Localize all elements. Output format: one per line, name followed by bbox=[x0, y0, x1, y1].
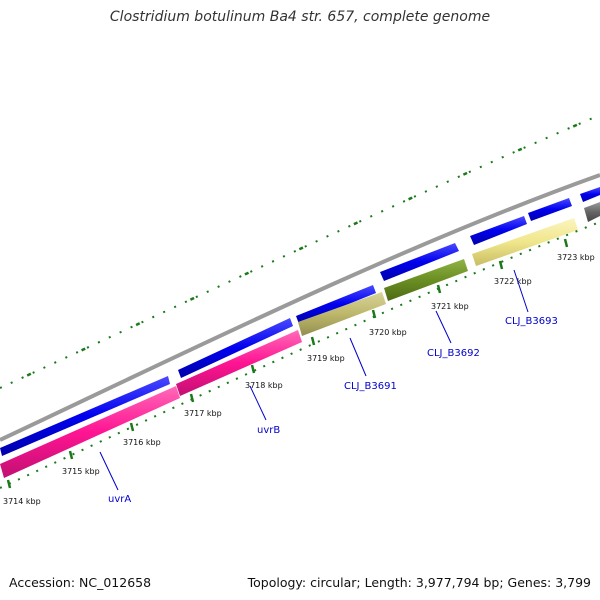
inner-tick-ring bbox=[0, 221, 600, 489]
outer-tick-ring bbox=[0, 113, 600, 390]
tick-label-3719: 3719 kbp bbox=[307, 354, 345, 363]
gene-arrow-4 bbox=[380, 243, 459, 281]
gene-bar-uvrA bbox=[0, 386, 180, 478]
tick-label-3717: 3717 kbp bbox=[184, 409, 222, 418]
gene-bar-CLJ_B3693 bbox=[472, 218, 578, 266]
major-tick-3721 bbox=[436, 284, 442, 294]
major-tick-3720 bbox=[371, 309, 377, 319]
colored-gene-track bbox=[0, 202, 600, 478]
forward-gene-track bbox=[0, 187, 600, 456]
tick-labels: 3714 kbp 3715 kbp 3716 kbp 3717 kbp 3718… bbox=[3, 253, 595, 506]
leader-uvrA bbox=[99, 451, 119, 491]
leader-uvrB bbox=[249, 385, 267, 421]
genome-summary-text: Topology: circular; Length: 3,977,794 bp… bbox=[247, 575, 591, 590]
major-tick-3717 bbox=[189, 393, 195, 403]
gene-bar-CLJ_B3691 bbox=[298, 292, 386, 336]
gene-label-CLJ_B3693[interactable]: CLJ_B3693 bbox=[505, 316, 558, 327]
tick-label-3715: 3715 kbp bbox=[62, 467, 100, 476]
tick-label-3723: 3723 kbp bbox=[557, 253, 595, 262]
genome-title: Clostridium botulinum Ba4 str. 657, comp… bbox=[109, 9, 491, 25]
gene-label-CLJ_B3692[interactable]: CLJ_B3692 bbox=[427, 348, 480, 359]
major-tick-3718 bbox=[250, 364, 256, 374]
gene-arrow-7 bbox=[580, 187, 600, 202]
gene-bar-CLJ_B3692 bbox=[384, 259, 468, 301]
major-tick-3716 bbox=[129, 422, 135, 432]
outer-dotted-arc bbox=[0, 114, 600, 389]
gene-label-CLJ_B3691[interactable]: CLJ_B3691 bbox=[344, 381, 397, 392]
gene-arrow-6 bbox=[528, 198, 572, 221]
leader-CLJ_B3691 bbox=[349, 337, 367, 377]
inner-dotted-arc bbox=[0, 221, 600, 489]
tick-label-3721: 3721 kbp bbox=[431, 302, 469, 311]
tick-label-3714: 3714 kbp bbox=[3, 497, 41, 506]
leader-CLJ_B3693 bbox=[513, 269, 529, 313]
gene-arrow-3 bbox=[296, 285, 376, 324]
genome-backbone bbox=[0, 173, 600, 442]
gene-label-uvrB[interactable]: uvrB bbox=[257, 425, 280, 436]
tick-label-3716: 3716 kbp bbox=[123, 438, 161, 447]
major-tick-3719 bbox=[310, 336, 316, 346]
gene-leader-lines bbox=[99, 269, 529, 491]
accession-text: Accession: NC_012658 bbox=[9, 575, 152, 590]
inner-major-ticks bbox=[6, 238, 569, 489]
major-tick-3714 bbox=[6, 479, 12, 489]
gene-arrow-1 bbox=[0, 376, 170, 456]
major-tick-3722 bbox=[498, 260, 504, 270]
gene-label-uvrA[interactable]: uvrA bbox=[108, 494, 131, 505]
gene-bar-trailing bbox=[584, 202, 600, 222]
tick-label-3718: 3718 kbp bbox=[245, 381, 283, 390]
gene-bar-uvrB bbox=[176, 330, 302, 396]
tick-label-3722: 3722 kbp bbox=[494, 277, 532, 286]
major-tick-3715 bbox=[68, 450, 74, 460]
gene-arrow-2 bbox=[178, 318, 293, 378]
leader-CLJ_B3692 bbox=[435, 310, 452, 344]
gene-labels: uvrA uvrB CLJ_B3691 CLJ_B3692 CLJ_B3693 bbox=[108, 316, 558, 505]
major-tick-3723 bbox=[563, 238, 569, 248]
gene-arrow-5 bbox=[470, 216, 527, 245]
tick-label-3720: 3720 kbp bbox=[369, 328, 407, 337]
